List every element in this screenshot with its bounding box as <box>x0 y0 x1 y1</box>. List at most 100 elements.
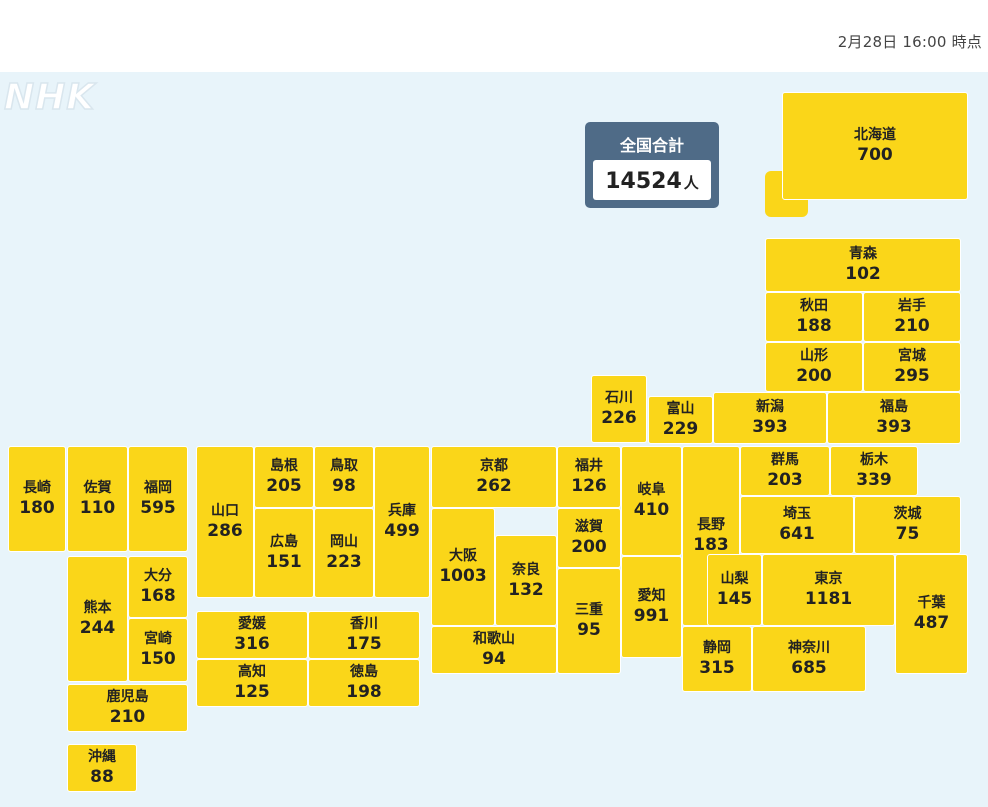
prefecture-name: 愛媛 <box>238 616 266 632</box>
prefecture-shizuoka[interactable]: 静岡 315 <box>682 626 752 692</box>
prefecture-count: 110 <box>79 498 116 518</box>
timestamp: 2月28日 16:00 時点 <box>837 33 982 51</box>
prefecture-name: 宮崎 <box>144 631 172 647</box>
prefecture-name: 鳥取 <box>330 458 358 474</box>
prefecture-name: 神奈川 <box>788 640 830 656</box>
prefecture-kanagawa[interactable]: 神奈川 685 <box>752 626 866 692</box>
prefecture-hyogo[interactable]: 兵庫 499 <box>374 446 430 598</box>
prefecture-count: 132 <box>508 579 544 600</box>
prefecture-kochi[interactable]: 高知 125 <box>196 659 308 707</box>
prefecture-count: 205 <box>266 476 302 496</box>
prefecture-iwate[interactable]: 岩手 210 <box>863 292 961 342</box>
prefecture-count: 102 <box>845 264 881 284</box>
prefecture-count: 210 <box>109 707 146 727</box>
prefecture-tochigi[interactable]: 栃木 339 <box>830 446 918 496</box>
prefecture-count: 316 <box>234 634 270 654</box>
prefecture-count: 226 <box>601 408 637 428</box>
prefecture-kagoshima[interactable]: 鹿児島 210 <box>67 684 188 732</box>
prefecture-saitama[interactable]: 埼玉 641 <box>740 496 854 554</box>
prefecture-ishikawa[interactable]: 石川 226 <box>591 375 647 443</box>
prefecture-count: 641 <box>779 524 815 544</box>
prefecture-okayama[interactable]: 岡山 223 <box>314 508 374 598</box>
prefecture-count: 94 <box>482 649 506 669</box>
prefecture-name: 島根 <box>270 458 298 474</box>
prefecture-name: 山梨 <box>720 571 749 587</box>
nhk-logo: NHK <box>3 77 96 118</box>
prefecture-count: 203 <box>767 470 803 490</box>
national-total-box: 全国合計 14524 人 <box>585 122 719 208</box>
prefecture-shimane[interactable]: 島根 205 <box>254 446 314 508</box>
prefecture-tokushima[interactable]: 徳島 198 <box>308 659 420 707</box>
prefecture-name: 高知 <box>238 664 266 680</box>
prefecture-mie[interactable]: 三重 95 <box>557 568 621 674</box>
prefecture-name: 静岡 <box>703 640 731 656</box>
prefecture-kumamoto[interactable]: 熊本 244 <box>67 556 128 682</box>
prefecture-miyagi[interactable]: 宮城 295 <box>863 342 961 392</box>
prefecture-count: 188 <box>796 316 832 336</box>
prefecture-name: 香川 <box>350 616 378 632</box>
prefecture-fukuoka[interactable]: 福岡 595 <box>128 446 188 552</box>
prefecture-wakayama[interactable]: 和歌山 94 <box>431 626 557 674</box>
prefecture-name: 群馬 <box>771 452 799 468</box>
prefecture-fukui[interactable]: 福井 126 <box>557 446 621 508</box>
prefecture-kyoto[interactable]: 京都 262 <box>431 446 557 508</box>
prefecture-okinawa[interactable]: 沖縄 88 <box>67 744 137 792</box>
prefecture-shiga[interactable]: 滋賀 200 <box>557 508 621 568</box>
prefecture-name: 岡山 <box>330 534 358 550</box>
national-total-value-box: 14524 人 <box>593 160 711 200</box>
prefecture-yamanashi[interactable]: 山梨 145 <box>707 554 762 626</box>
prefecture-count: 229 <box>662 419 699 439</box>
prefecture-name: 富山 <box>666 401 695 417</box>
prefecture-name: 奈良 <box>512 561 540 578</box>
prefecture-hokkaido[interactable]: 北海道 700 <box>782 92 968 200</box>
prefecture-fukushima[interactable]: 福島 393 <box>827 392 961 444</box>
prefecture-aichi[interactable]: 愛知 991 <box>621 556 682 658</box>
prefecture-count: 223 <box>326 552 362 572</box>
prefecture-name: 福井 <box>575 458 603 474</box>
prefecture-name: 徳島 <box>350 664 378 680</box>
prefecture-akita[interactable]: 秋田 188 <box>765 292 863 342</box>
prefecture-count: 262 <box>476 476 512 496</box>
prefecture-name: 北海道 <box>854 127 896 143</box>
prefecture-yamagata[interactable]: 山形 200 <box>765 342 863 392</box>
prefecture-oita[interactable]: 大分 168 <box>128 556 188 618</box>
prefecture-saga[interactable]: 佐賀 110 <box>67 446 128 552</box>
prefecture-count: 339 <box>856 470 892 490</box>
prefecture-name: 鹿児島 <box>106 689 149 705</box>
prefecture-gunma[interactable]: 群馬 203 <box>740 446 830 496</box>
prefecture-gifu[interactable]: 岐阜 410 <box>621 446 682 556</box>
prefecture-count: 198 <box>346 682 382 702</box>
prefecture-niigata[interactable]: 新潟 393 <box>713 392 827 444</box>
prefecture-toyama[interactable]: 富山 229 <box>648 396 713 444</box>
prefecture-ehime[interactable]: 愛媛 316 <box>196 611 308 659</box>
prefecture-osaka[interactable]: 大阪 1003 <box>431 508 495 626</box>
national-total-unit: 人 <box>683 174 699 192</box>
prefecture-kagawa[interactable]: 香川 175 <box>308 611 420 659</box>
prefecture-name: 長崎 <box>23 480 51 496</box>
prefecture-name: 滋賀 <box>575 519 603 535</box>
prefecture-count: 286 <box>207 521 243 541</box>
prefecture-yamaguchi[interactable]: 山口 286 <box>196 446 254 598</box>
prefecture-count: 126 <box>571 476 607 496</box>
national-total-label: 全国合計 <box>619 136 684 155</box>
prefecture-aomori[interactable]: 青森 102 <box>765 238 961 292</box>
prefecture-miyazaki[interactable]: 宮崎 150 <box>128 618 188 682</box>
prefecture-count: 595 <box>140 498 176 518</box>
prefecture-chiba[interactable]: 千葉 487 <box>895 554 968 674</box>
prefecture-name: 青森 <box>849 246 877 262</box>
prefecture-hiroshima[interactable]: 広島 151 <box>254 508 314 598</box>
national-total-value: 14524 <box>605 169 682 194</box>
prefecture-tokyo[interactable]: 東京 1181 <box>762 554 895 626</box>
prefecture-nagasaki[interactable]: 長崎 180 <box>8 446 66 552</box>
prefecture-count: 168 <box>140 586 176 606</box>
prefecture-ibaraki[interactable]: 茨城 75 <box>854 496 961 554</box>
prefecture-count: 393 <box>752 417 788 437</box>
prefecture-nara[interactable]: 奈良 132 <box>495 535 557 626</box>
prefecture-count: 200 <box>571 537 607 557</box>
prefecture-name: 新潟 <box>756 399 784 415</box>
prefecture-name: 沖縄 <box>88 749 116 765</box>
prefecture-name: 山形 <box>800 348 828 364</box>
prefecture-tottori[interactable]: 鳥取 98 <box>314 446 374 508</box>
prefecture-count: 499 <box>384 521 420 541</box>
prefecture-count: 151 <box>266 552 302 572</box>
